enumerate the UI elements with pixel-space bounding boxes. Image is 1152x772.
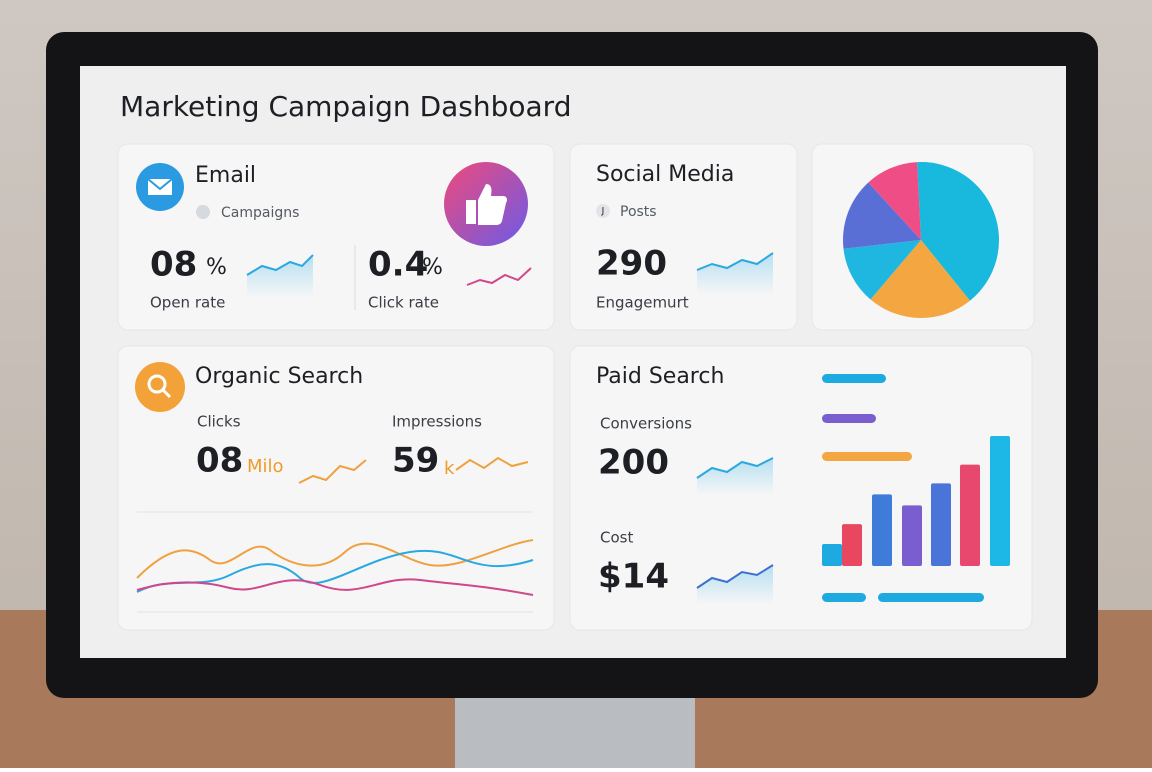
card-title: Social Media — [596, 162, 734, 187]
pie-chart — [843, 161, 1000, 319]
thumb — [466, 184, 507, 225]
legend-bar — [878, 593, 984, 602]
metric-label: Click rate — [368, 294, 439, 312]
card-subtitle: Campaigns — [221, 205, 299, 221]
metric-unit: % — [422, 255, 443, 280]
card-title: Paid Search — [596, 364, 724, 389]
metric-label: Impressions — [392, 413, 482, 431]
legend-bar — [822, 414, 876, 423]
bar — [931, 483, 951, 566]
pie-slice — [843, 240, 921, 300]
card-title: Organic Search — [195, 364, 363, 389]
metric-label: Clicks — [197, 413, 241, 431]
sparkline — [246, 254, 314, 276]
dashboard-title: Marketing Campaign Dashboard — [120, 90, 571, 123]
pie-slice — [870, 240, 970, 319]
sparkline — [696, 457, 774, 479]
sparkline — [298, 459, 367, 484]
bar — [842, 524, 862, 566]
trend-line — [136, 539, 534, 579]
metric-label: Open rate — [150, 294, 225, 312]
pie-slice — [917, 161, 1000, 301]
email-card — [117, 143, 555, 331]
magnifier-handle — [161, 388, 172, 399]
metric-unit: Milo — [247, 456, 284, 477]
bar — [872, 494, 892, 566]
trend-line — [136, 578, 534, 596]
metric-value: 0.4 — [368, 245, 428, 285]
legend-bar — [822, 374, 886, 383]
metric-unit: k — [444, 458, 455, 479]
legend-bar — [822, 452, 912, 461]
bar — [902, 505, 922, 566]
card-title: Email — [195, 163, 256, 188]
metric-label: Engagemurt — [596, 294, 689, 312]
metric-value: 59 — [392, 441, 439, 481]
bar — [990, 436, 1010, 566]
posts-icon — [596, 204, 610, 218]
card-subtitle: Posts — [620, 204, 657, 220]
sparkline — [455, 456, 529, 471]
bar — [960, 464, 980, 566]
envelope-flap — [147, 178, 173, 191]
organic-card — [117, 345, 555, 631]
bar — [822, 543, 842, 566]
sparkline-area — [697, 458, 773, 495]
campaigns-icon — [196, 205, 210, 219]
sparkline — [696, 564, 774, 589]
search-icon — [135, 362, 185, 412]
sparkline — [696, 252, 774, 271]
stand — [455, 690, 695, 768]
metric-value: 200 — [598, 443, 669, 483]
legend-bar — [822, 593, 866, 602]
metric-unit: % — [206, 255, 227, 280]
pie-slice — [843, 182, 921, 249]
magnifier — [147, 374, 167, 394]
metric-value: 08 — [150, 245, 197, 285]
sparkline — [466, 267, 532, 286]
metric-value: 290 — [596, 244, 667, 284]
metric-value: 08 — [196, 441, 243, 481]
pie-slice — [868, 162, 921, 240]
posts-icon-letter: J — [601, 207, 605, 217]
metric-value: $14 — [598, 557, 669, 597]
metric-label: Conversions — [600, 415, 692, 433]
sparkline-area — [247, 255, 313, 298]
bar-chart — [822, 436, 1010, 566]
metric-label: Cost — [600, 529, 633, 547]
